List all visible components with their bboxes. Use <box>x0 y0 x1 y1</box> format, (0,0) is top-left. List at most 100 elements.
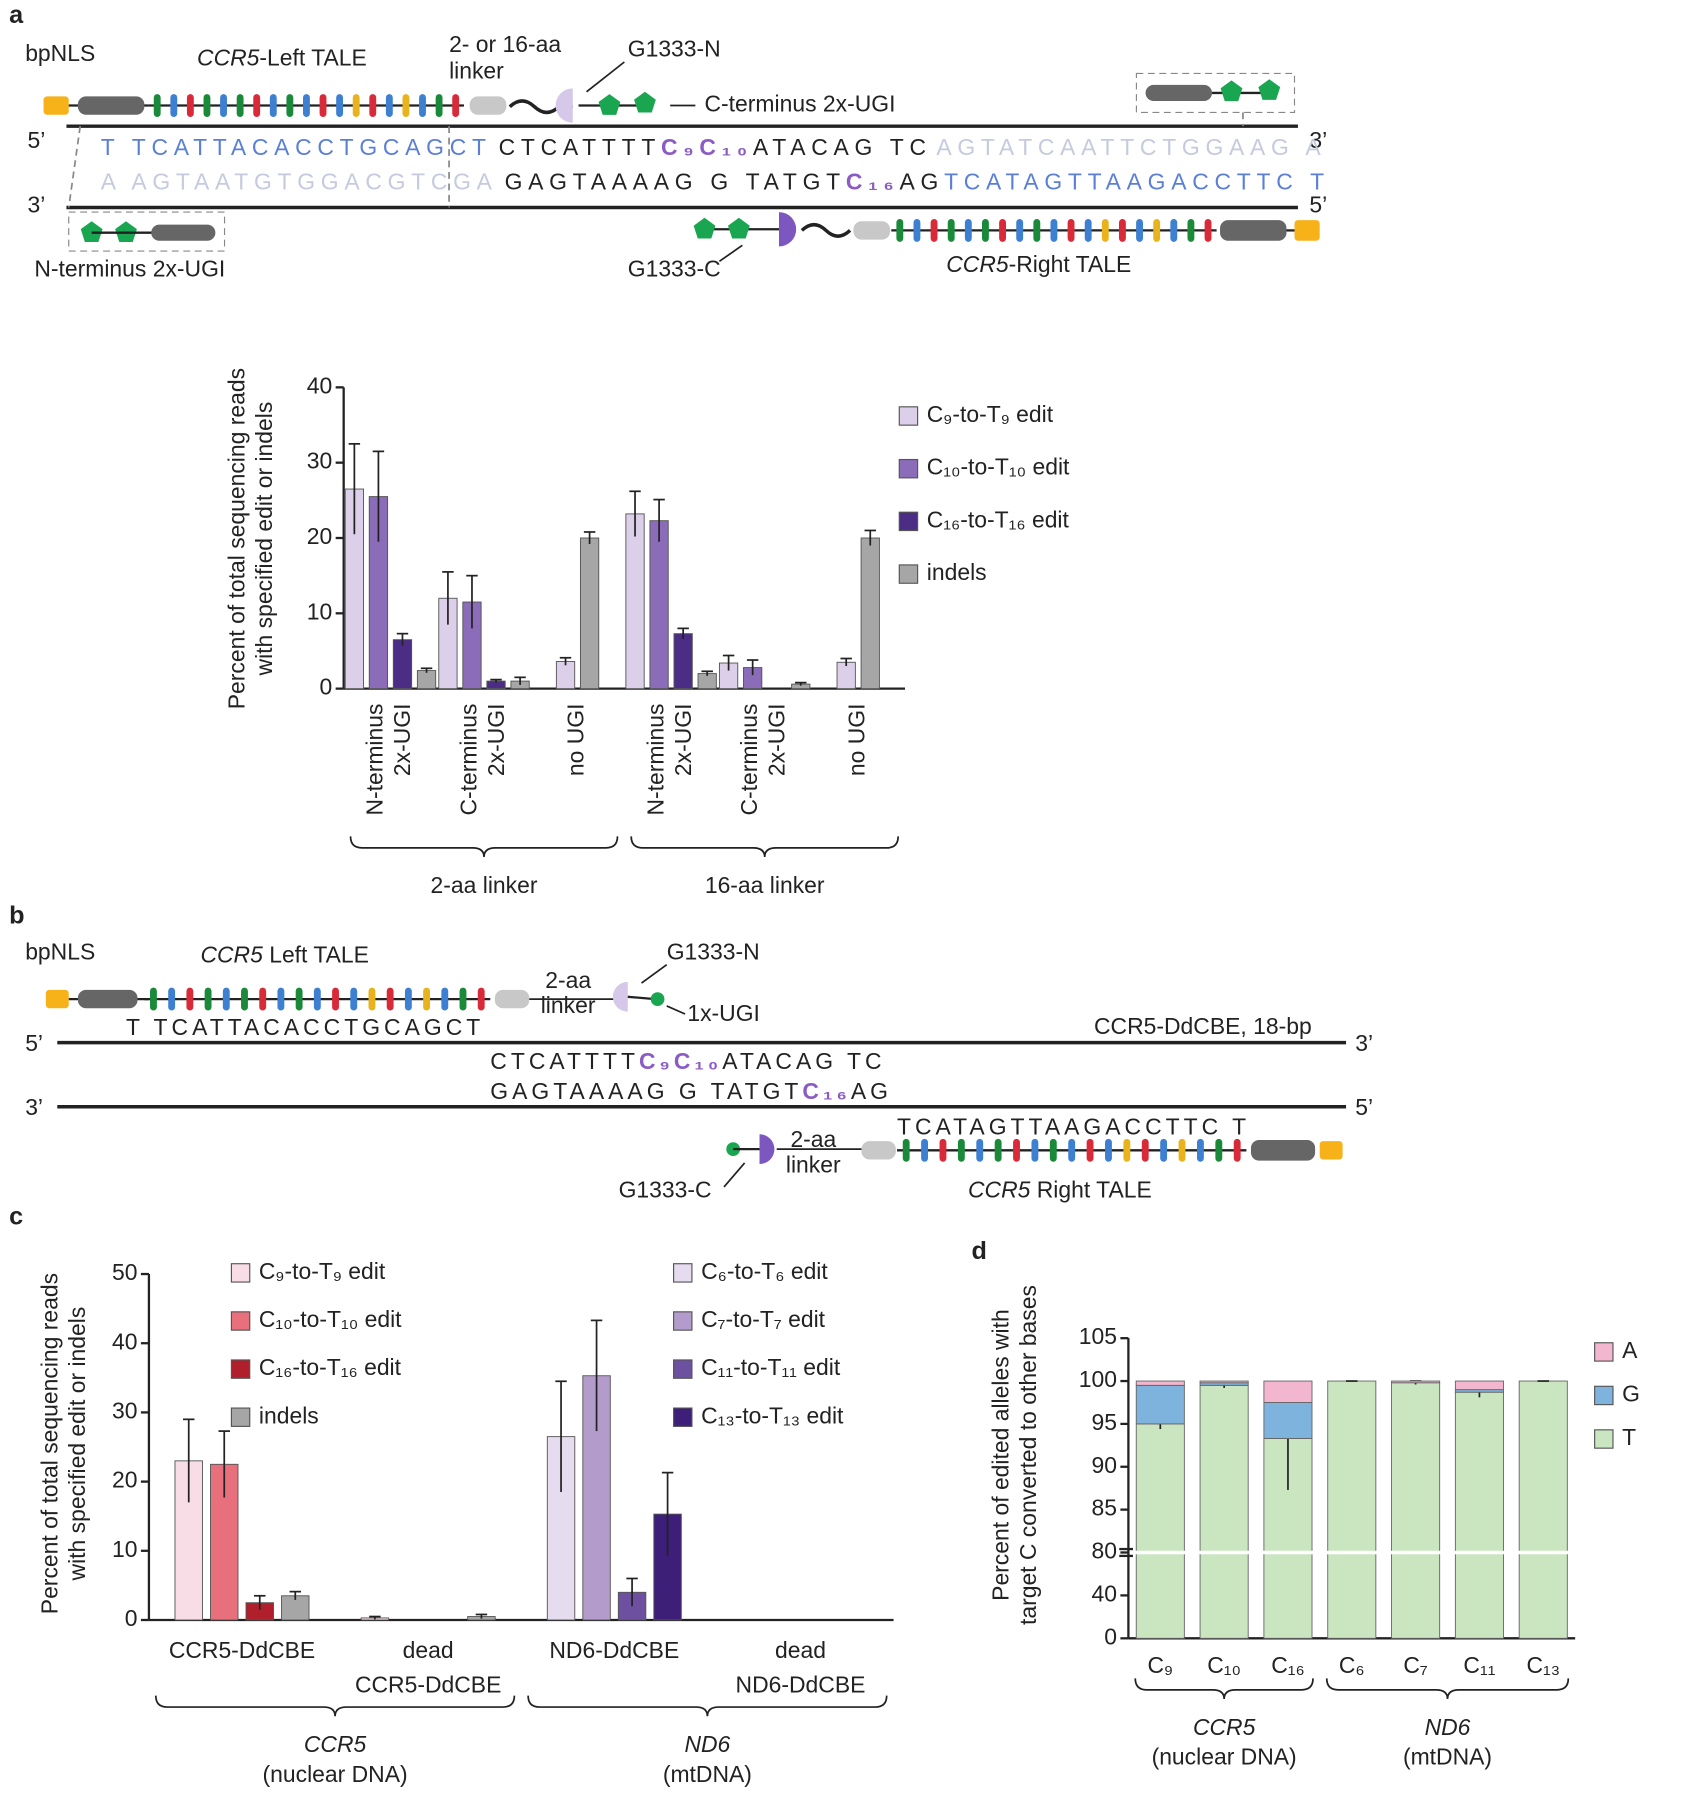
g1333c-label: G1333-C <box>628 256 721 282</box>
y-axis-label: Percent of edited alleles with <box>987 1309 1013 1601</box>
linker-label: 2- or 16-aa <box>449 31 561 57</box>
strand-end: 5’ <box>27 127 45 153</box>
tale-repeat <box>168 987 176 1011</box>
tale-repeat <box>1105 1138 1112 1162</box>
group-bracket <box>1325 1678 1570 1700</box>
connector <box>723 1162 746 1188</box>
domain <box>1319 1141 1343 1160</box>
x-tick-label: 2x-UGI <box>483 704 509 777</box>
tale-repeat <box>241 987 248 1011</box>
bpnls-label: bpNLS <box>25 40 95 66</box>
tale: Right TALE <box>1030 1177 1151 1203</box>
tale-repeat <box>402 94 410 117</box>
linker-label: 2-aa <box>790 1126 836 1152</box>
domain <box>494 989 530 1009</box>
seq-part: C₉C₁₀ <box>661 134 753 160</box>
seq-part: ATACAG TC <box>753 134 932 160</box>
gene: CCR5 <box>200 942 263 968</box>
y-tick-label: 40 <box>112 1328 137 1354</box>
x-tick-label: no UGI <box>843 704 869 777</box>
legend-label: G <box>1622 1381 1640 1407</box>
bar-segment <box>1454 1391 1504 1639</box>
bpnls-label: bpNLS <box>25 938 95 964</box>
tale-repeat <box>259 987 267 1011</box>
x-tick-label: ND6-DdCBE <box>549 1637 679 1663</box>
tale-label: CCR5 Left TALE <box>200 942 368 968</box>
dashed-box <box>68 211 226 252</box>
deaminase-half <box>778 212 797 247</box>
tale-repeat <box>1204 218 1212 242</box>
x-tick-label: N-terminus <box>362 704 388 816</box>
group-label: ND6 <box>684 1731 730 1757</box>
tale-repeat <box>222 987 230 1011</box>
legend-label: C₁₁-to-T₁₁ edit <box>701 1354 841 1380</box>
connector <box>666 1005 686 1015</box>
connector <box>586 61 625 93</box>
connector <box>67 126 82 208</box>
y-tick-label: 85 <box>1091 1495 1116 1521</box>
strand-end: 5’ <box>25 1030 43 1056</box>
tale-repeat <box>352 94 360 117</box>
tale-repeat <box>1123 1138 1131 1162</box>
group-label: (nuclear DNA) <box>1152 1744 1297 1770</box>
legend-swatch <box>230 1359 251 1379</box>
tale-repeat <box>1215 1138 1223 1162</box>
tale-repeat <box>419 94 426 117</box>
bar-segment <box>1391 1380 1441 1384</box>
seq-part: C₁₆ <box>846 168 900 194</box>
bar-segment <box>1391 1382 1441 1639</box>
panel-label: a <box>9 1 24 29</box>
bar-segment <box>1518 1380 1568 1639</box>
x-tick-label: 2x-UGI <box>763 704 789 777</box>
tale-repeat <box>350 987 358 1011</box>
group-bracket <box>154 1695 516 1717</box>
legend-label: C₇-to-T₇ edit <box>701 1306 826 1332</box>
bar <box>673 633 693 690</box>
tale-repeat <box>319 94 327 117</box>
domain <box>43 96 69 115</box>
tale-repeat <box>369 94 377 117</box>
seq-part: ATACAG TC <box>722 1048 885 1074</box>
domain <box>853 221 891 240</box>
legend-swatch <box>898 406 919 426</box>
strand-end: 3’ <box>25 1094 43 1120</box>
y-tick-label: 20 <box>112 1467 137 1493</box>
tale-label: CCR5-Right TALE <box>946 251 1131 277</box>
domain <box>1294 220 1320 241</box>
linker-label: 2-aa <box>545 967 591 993</box>
linker-label: linker <box>786 1151 841 1177</box>
tale-repeat <box>186 987 194 1011</box>
legend-swatch <box>898 564 919 584</box>
legend-label: C₁₀-to-T₁₀ edit <box>927 454 1070 480</box>
legend-label: C₁₆-to-T₁₆ edit <box>259 1354 402 1380</box>
bar-segment <box>1454 1380 1504 1391</box>
x-tick-label: C₁₆ <box>1271 1652 1305 1678</box>
ugi-domain <box>1258 79 1281 100</box>
ugi-domain <box>598 94 621 115</box>
x-tick-label: C₇ <box>1403 1652 1428 1678</box>
sequence: CTCATTTTC₉C₁₀ATACAG TC <box>490 1048 885 1074</box>
seq-part: GAGTAAAAG G TATGT <box>505 168 846 194</box>
domain <box>1145 84 1213 101</box>
panel-label: d <box>971 1237 986 1265</box>
tale-repeat <box>220 94 227 117</box>
tale-repeat <box>1141 1138 1149 1162</box>
tale-repeat <box>1049 1138 1057 1162</box>
group-label: (mtDNA) <box>1403 1744 1492 1770</box>
x-tick-label: 2x-UGI <box>670 704 696 777</box>
seq-part: C₁₆ <box>802 1078 850 1104</box>
x-tick-label: C-terminus <box>736 704 762 816</box>
legend-swatch <box>898 511 919 532</box>
y-tick-label: 0 <box>1104 1623 1117 1649</box>
deaminase-half <box>759 1134 775 1165</box>
tale-repeat <box>277 987 285 1011</box>
y-tick-label: 0 <box>125 1605 138 1631</box>
y-tick-label: 10 <box>307 598 332 624</box>
tale-repeat <box>896 218 904 242</box>
tale: Left TALE <box>263 942 369 968</box>
tale-repeat <box>477 987 485 1011</box>
tale-repeat <box>1153 218 1161 242</box>
construct-label: CCR5-DdCBE, 18-bp <box>1094 1013 1312 1039</box>
g1333n-label: G1333-N <box>628 36 721 62</box>
